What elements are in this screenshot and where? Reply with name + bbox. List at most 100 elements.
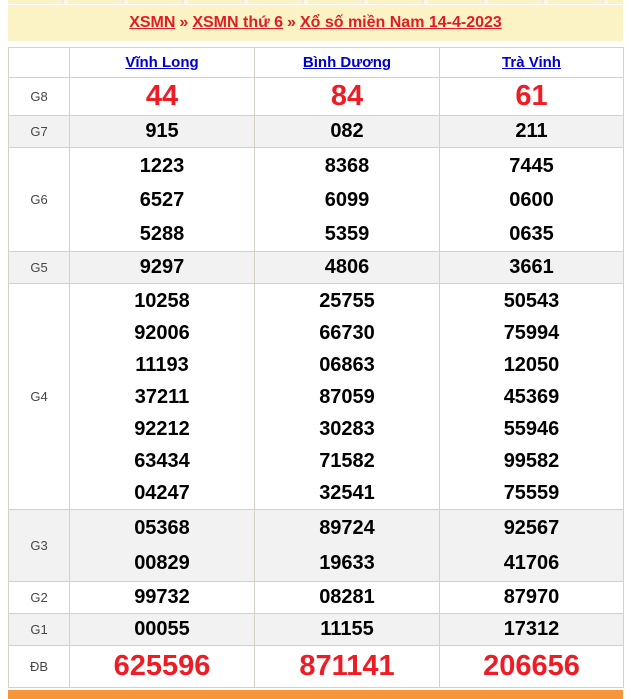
- result-number: 92567: [503, 516, 560, 539]
- prize-row-g3: G3 05368 00829 89724 19633 92567 41706: [8, 509, 624, 582]
- cropped-tab-strip: [8, 0, 623, 4]
- result-number: 0600: [509, 188, 554, 211]
- prize-label: G1: [8, 613, 70, 646]
- result-number: 871141: [299, 650, 395, 682]
- result-cell: 871141: [254, 645, 440, 688]
- prize-row-g5: G5 9297 4806 3661: [8, 251, 624, 284]
- prize-row-g1: G1 00055 11155 17312: [8, 613, 624, 646]
- result-number: 00055: [134, 618, 190, 640]
- result-number: 89724: [319, 516, 375, 539]
- result-cell: 25755 66730 06863 87059 30283 71582 32541: [254, 283, 440, 510]
- province-header-binh-duong: Bình Dương: [254, 47, 440, 78]
- prize-label: G3: [8, 509, 70, 582]
- corner-cell: [8, 47, 70, 78]
- result-number: 32541: [319, 481, 375, 504]
- prize-label: G4: [8, 283, 70, 510]
- result-number: 19633: [319, 551, 375, 574]
- result-cell: 206656: [439, 645, 624, 688]
- province-link[interactable]: Vĩnh Long: [125, 53, 199, 71]
- province-header-row: Vĩnh Long Bình Dương Trà Vinh: [8, 47, 624, 78]
- results-body: Vĩnh Long Bình Dương Trà Vinh G8 44 84 61 G7…: [8, 47, 624, 688]
- lottery-results-table: Vĩnh Long Bình Dương Trà Vinh G8 44 84 61 G7…: [8, 47, 624, 688]
- prize-row-g4: G4 10258 92006 11193 37211 92212 63434 04247 257…: [8, 283, 624, 510]
- result-number: 37211: [134, 385, 190, 408]
- result-number: 63434: [134, 449, 190, 472]
- prize-label: G7: [8, 115, 70, 148]
- result-number: 06863: [319, 353, 375, 376]
- result-cell: 05368 00829: [69, 509, 255, 582]
- result-number: 92212: [134, 417, 190, 440]
- result-number: 17312: [503, 618, 560, 640]
- result-cell: 10258 92006 11193 37211 92212 63434 04247: [69, 283, 255, 510]
- result-cell: 211: [439, 115, 624, 148]
- result-number: 11155: [320, 618, 374, 640]
- result-number: 11193: [135, 353, 189, 376]
- result-number: 55946: [503, 417, 560, 440]
- result-number: 92006: [134, 321, 190, 344]
- result-number: 625596: [113, 650, 211, 682]
- result-number: 082: [330, 120, 364, 142]
- result-number: 7445: [509, 154, 554, 177]
- result-number: 5288: [139, 222, 185, 245]
- result-cell: 87970: [439, 581, 624, 614]
- result-cell: 3661: [439, 251, 624, 284]
- breadcrumb-link[interactable]: XSMN: [129, 14, 176, 31]
- breadcrumb-separator: »: [287, 14, 296, 31]
- bottom-accent-bar: [8, 690, 623, 699]
- result-number: 206656: [483, 650, 580, 682]
- result-number: 1223: [139, 154, 185, 177]
- result-number: 6099: [324, 188, 370, 211]
- prize-row-g8: G8 44 84 61: [8, 77, 624, 116]
- result-cell: 915: [69, 115, 255, 148]
- prize-row-db: ĐB 625596 871141 206656: [8, 645, 624, 688]
- result-cell: 7445 0600 0635: [439, 147, 624, 252]
- result-number: 05368: [134, 516, 190, 539]
- result-number: 87970: [503, 586, 560, 608]
- result-number: 4806: [324, 256, 370, 278]
- result-cell: 625596: [69, 645, 255, 688]
- prize-label: ĐB: [8, 645, 70, 688]
- result-cell: 17312: [439, 613, 624, 646]
- prize-label: G2: [8, 581, 70, 614]
- result-number: 44: [145, 80, 179, 112]
- result-number: 8368: [324, 154, 370, 177]
- result-cell: 1223 6527 5288: [69, 147, 255, 252]
- result-cell: 50543 75994 12050 45369 55946 99582 75559: [439, 283, 624, 510]
- result-number: 75994: [503, 321, 560, 344]
- prize-label: G6: [8, 147, 70, 252]
- result-cell: 082: [254, 115, 440, 148]
- breadcrumb: XSMN» XSMN thứ 6» Xổ số miền Nam 14-4-2023: [8, 5, 623, 41]
- province-header-vinh-long: Vĩnh Long: [69, 47, 255, 78]
- province-link[interactable]: Bình Dương: [302, 53, 392, 71]
- result-number: 87059: [319, 385, 375, 408]
- result-number: 25755: [319, 289, 375, 312]
- result-cell: 08281: [254, 581, 440, 614]
- result-number: 45369: [503, 385, 560, 408]
- result-cell: 89724 19633: [254, 509, 440, 582]
- result-cell: 44: [69, 77, 255, 116]
- result-cell: 11155: [254, 613, 440, 646]
- result-number: 9297: [139, 256, 185, 278]
- result-number: 0635: [509, 222, 554, 245]
- result-number: 12050: [503, 353, 560, 376]
- breadcrumb-link[interactable]: Xổ số miền Nam 14-4-2023: [299, 14, 502, 31]
- result-number: 08281: [319, 586, 375, 608]
- province-link[interactable]: Trà Vinh: [502, 53, 561, 71]
- result-number: 5359: [324, 222, 370, 245]
- result-number: 99582: [503, 449, 560, 472]
- result-number: 00829: [134, 551, 190, 574]
- province-header-tra-vinh: Trà Vinh: [439, 47, 624, 78]
- result-cell: 9297: [69, 251, 255, 284]
- result-cell: 84: [254, 77, 440, 116]
- result-cell: 00055: [69, 613, 255, 646]
- result-number: 10258: [134, 289, 190, 312]
- result-cell: 61: [439, 77, 624, 116]
- result-number: 50543: [503, 289, 560, 312]
- result-number: 99732: [134, 586, 190, 608]
- breadcrumb-link[interactable]: XSMN thứ 6: [192, 14, 284, 31]
- prize-row-g7: G7 915 082 211: [8, 115, 624, 148]
- prize-label: G8: [8, 77, 70, 116]
- result-cell: 92567 41706: [439, 509, 624, 582]
- result-number: 75559: [503, 481, 560, 504]
